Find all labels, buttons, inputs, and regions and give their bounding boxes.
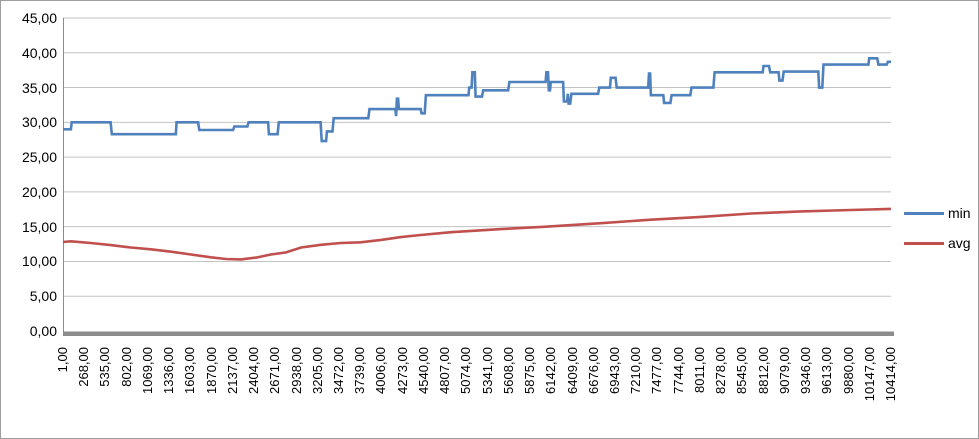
x-axis-tick-label: 268,00 (76, 347, 92, 387)
series-line-min[interactable] (63, 56, 891, 143)
legend-min-line-swatch (904, 211, 944, 215)
x-axis-tick-label: 1870,00 (203, 347, 219, 394)
x-axis-tick-label: 4273,00 (394, 347, 410, 394)
x-axis-tick-label: 6943,00 (607, 347, 622, 394)
x-axis-tick-label: 8278,00 (713, 347, 729, 394)
y-axis-tick-label: 10,00 (21, 253, 57, 270)
series-line-avg[interactable] (62, 207, 892, 261)
y-axis-tick-label: 5,00 (29, 288, 57, 305)
chart-legend: min avg (904, 205, 971, 265)
x-axis-tick-label: 1,00 (55, 347, 70, 373)
x-axis-tick-label: 9079,00 (776, 347, 792, 394)
x-axis-tick-label: 10414,00 (883, 347, 898, 402)
x-axis-tick-label: 5341,00 (479, 347, 495, 394)
x-axis-tick-label: 1603,00 (182, 347, 198, 394)
x-axis-tick-label: 802,00 (118, 347, 134, 387)
x-axis-tick-label: 1336,00 (161, 347, 177, 394)
x-axis-line (63, 331, 894, 336)
legend-item-avg[interactable]: avg (904, 235, 971, 251)
x-axis-tick-label: 3739,00 (352, 347, 368, 394)
legend-avg-label: avg (948, 235, 971, 251)
y-axis-tick-label: 45,00 (21, 10, 57, 26)
x-axis-tick-label: 4807,00 (437, 347, 453, 394)
x-axis-tick-label: 5875,00 (522, 347, 538, 394)
y-axis-tick-label: 40,00 (21, 44, 57, 61)
x-axis-tick-label: 1069,00 (139, 347, 155, 394)
y-axis-tick-label: 20,00 (21, 183, 57, 200)
x-axis-tick-label: 7477,00 (649, 347, 665, 394)
y-axis-tick-label: 25,00 (21, 149, 57, 166)
x-axis-tick-label: 5074,00 (458, 347, 474, 394)
x-axis-tick-label: 7210,00 (628, 347, 644, 394)
legend-min-label: min (948, 205, 971, 221)
x-axis-tick-label: 2938,00 (288, 347, 304, 394)
x-axis-tick-label: 535,00 (97, 347, 113, 387)
x-axis-tick-label: 10147,00 (861, 347, 877, 402)
x-axis-tick-label: 8011,00 (691, 347, 707, 394)
x-axis-tick-label: 9880,00 (840, 347, 856, 394)
legend-item-min[interactable]: min (904, 205, 971, 221)
x-axis-tick-label: 7744,00 (670, 347, 686, 394)
x-axis-tick-label: 2137,00 (224, 347, 240, 394)
x-axis-tick-label: 6142,00 (543, 347, 559, 394)
x-axis-tick-label: 2404,00 (246, 347, 262, 394)
x-axis-tick-label: 3472,00 (331, 347, 346, 394)
x-axis-tick-label: 6676,00 (585, 347, 601, 394)
y-axis-tick-label: 15,00 (21, 218, 57, 235)
x-axis-tick-label: 9346,00 (798, 347, 814, 394)
x-axis-tick-label: 4006,00 (373, 347, 389, 394)
x-axis-tick-label: 5608,00 (500, 347, 516, 394)
x-axis-tick-label: 8812,00 (755, 347, 771, 394)
x-axis-tick-label: 2671,00 (267, 347, 283, 394)
y-axis-tick-label: 0,00 (29, 323, 57, 339)
y-axis-tick-label: 30,00 (21, 114, 57, 131)
x-axis-tick-label: 4540,00 (415, 347, 431, 394)
x-axis-tick-label: 3205,00 (309, 347, 325, 394)
x-axis-tick-label: 6409,00 (564, 347, 580, 394)
y-axis-tick-label: 35,00 (21, 79, 57, 96)
legend-avg-line-swatch (904, 241, 944, 245)
x-axis-tick-label: 8545,00 (734, 347, 750, 394)
x-axis-tick-label: 9613,00 (819, 347, 835, 394)
